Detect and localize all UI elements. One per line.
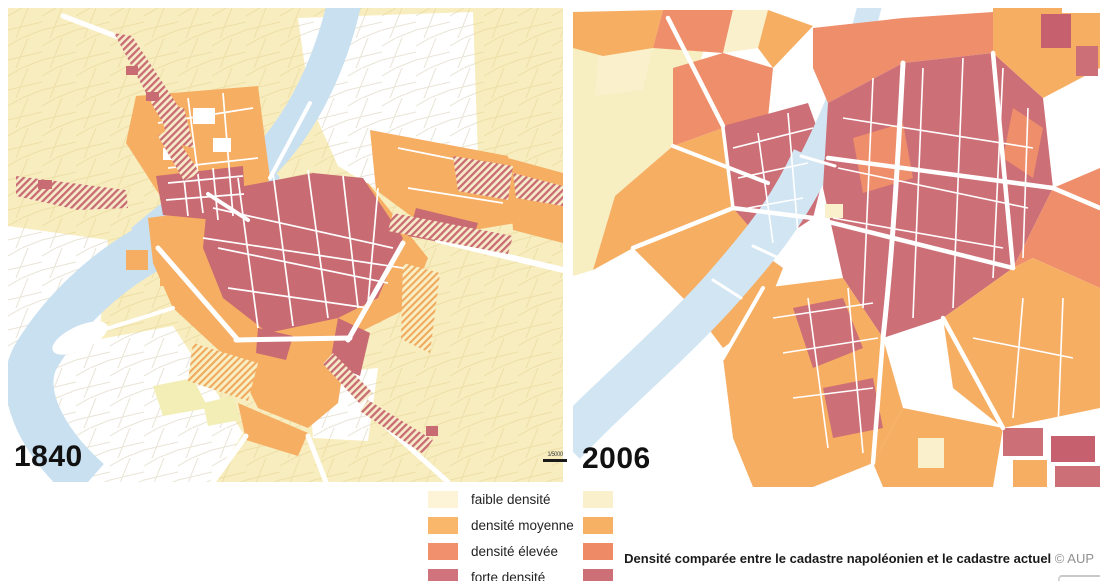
legend-swatch-1840-faible [428, 490, 458, 508]
legend-swatch-2006-moyenne [583, 516, 613, 534]
legend-row-elevee: densité élevée [428, 538, 613, 564]
density-legend: faible densité densité moyenne densité é… [428, 486, 613, 581]
river-island [52, 321, 108, 355]
street-grid-2006 [732, 57, 1074, 454]
legend-row-forte: forte densité [428, 564, 613, 581]
caption-credit: © AUP [1054, 551, 1094, 566]
hatched-zones-1840 [16, 33, 563, 454]
top-right-white-box [1062, 0, 1100, 13]
scale-bar-rule [543, 459, 567, 462]
legend-swatch-1840-elevee [428, 542, 458, 560]
roads-2006 [630, 15, 1100, 466]
legend-swatch-2006-elevee [583, 542, 613, 560]
caption-text: Densité comparée entre le cadastre napol… [624, 551, 1052, 566]
map-2006-canvas [573, 8, 1100, 487]
legend-label: densité moyenne [471, 517, 574, 533]
scale-bar: 1/5000 [543, 452, 567, 462]
legend-swatch-2006-faible [583, 490, 613, 508]
legend-row-moyenne: densité moyenne [428, 512, 613, 538]
map-1840-canvas [8, 8, 563, 482]
figure-caption: Densité comparée entre le cadastre napol… [624, 551, 1094, 566]
year-label-1840: 1840 [14, 440, 83, 473]
legend-label: faible densité [471, 491, 551, 507]
legend-row-faible: faible densité [428, 486, 613, 512]
bottom-right-frame-corner [1058, 575, 1100, 581]
street-grid-1840 [157, 92, 504, 329]
legend-label: forte densité [471, 569, 546, 581]
legend-swatch-2006-forte [583, 568, 613, 581]
scale-label: 1/5000 [547, 452, 563, 458]
legend-swatch-1840-moyenne [428, 516, 458, 534]
year-label-2006: 2006 [582, 442, 651, 475]
legend-label: densité élevée [471, 543, 559, 559]
legend-swatch-1840-forte [428, 568, 458, 581]
